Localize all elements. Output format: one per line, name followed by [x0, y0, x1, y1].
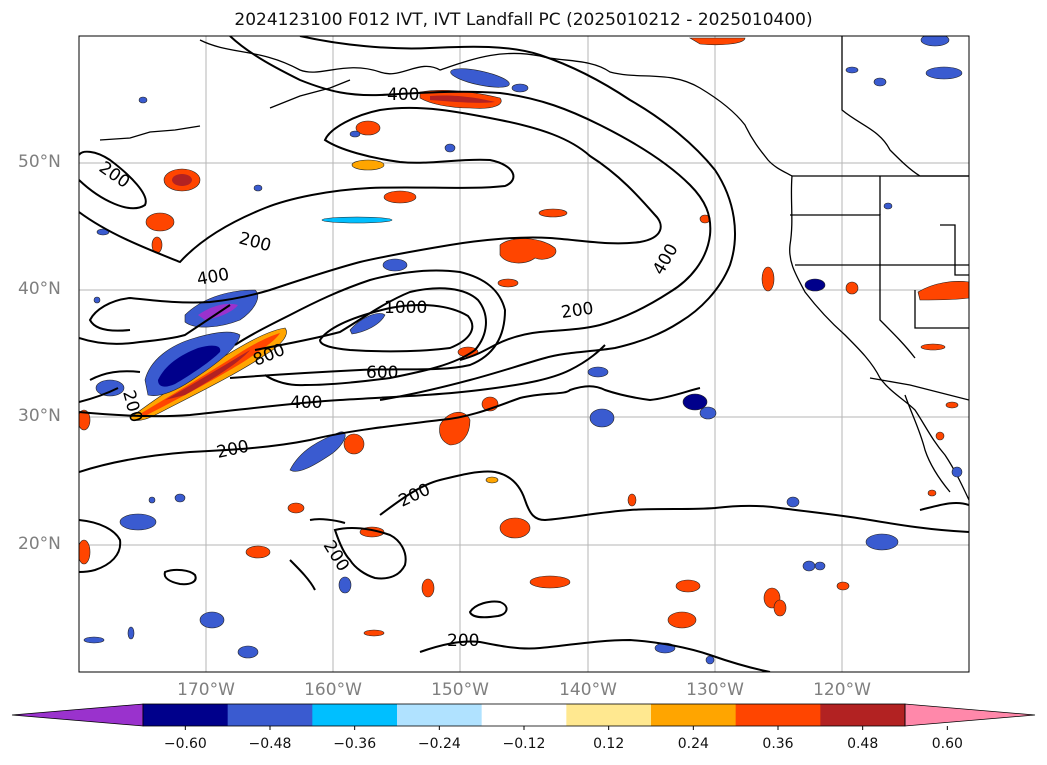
colorbar-tick-label: −0.48	[248, 736, 292, 752]
colorbar-arrow-min	[11, 703, 144, 727]
contour-label: 600	[366, 363, 398, 383]
colorbar-cell	[481, 704, 567, 726]
colorbar-cell	[820, 704, 906, 726]
colorbar-cell	[735, 704, 821, 726]
lon-label-160w: 160°W	[304, 680, 362, 700]
colorbar-cell	[227, 704, 313, 726]
lon-label-130w: 130°W	[686, 680, 744, 700]
ivt-map: 200 200 400 400 1000 800 600 400 200 400…	[78, 35, 970, 673]
lon-label-140w: 140°W	[559, 680, 617, 700]
colorbar-tick-label: 0.48	[847, 736, 879, 752]
colorbar-tick-label: −0.60	[163, 736, 207, 752]
contour-label: 200	[447, 631, 479, 651]
map-title: 2024123100 F012 IVT, IVT Landfall PC (20…	[234, 10, 813, 30]
colorbar-cell	[566, 704, 652, 726]
colorbar-arrow-max	[904, 703, 1036, 727]
contour-label: 1000	[384, 298, 427, 318]
colorbar	[11, 703, 1036, 730]
colorbar-tick-label: 0.12	[593, 736, 625, 752]
contour-label: 200	[560, 299, 595, 323]
colorbar-cell	[143, 704, 229, 726]
colorbar-cell	[651, 704, 737, 726]
lat-label-40n: 40°N	[18, 279, 61, 299]
lon-label-120w: 120°W	[813, 680, 871, 700]
colorbar-tick-label: 0.60	[931, 736, 963, 752]
contour-label: 400	[290, 393, 322, 413]
contour-label: 400	[387, 85, 419, 105]
lat-label-30n: 30°N	[18, 406, 61, 426]
lat-label-50n: 50°N	[18, 152, 61, 172]
map-frame	[78, 35, 970, 673]
coastline	[99, 36, 969, 501]
colorbar-tick-label: −0.24	[417, 736, 461, 752]
positive-pc-regions	[79, 37, 969, 637]
colorbar-tick-label: 0.24	[677, 736, 709, 752]
negative-pc-regions	[83, 36, 963, 665]
colorbar-tick-label: −0.36	[333, 736, 377, 752]
colorbar-tick-label: 0.36	[762, 736, 794, 752]
lat-label-20n: 20°N	[18, 534, 61, 554]
colorbar-tick-label: −0.12	[502, 736, 546, 752]
colorbar-cell	[397, 704, 483, 726]
colorbar-cell	[312, 704, 398, 726]
lon-label-150w: 150°W	[431, 680, 489, 700]
lon-label-170w: 170°W	[177, 680, 235, 700]
ivt-contours	[79, 36, 969, 672]
